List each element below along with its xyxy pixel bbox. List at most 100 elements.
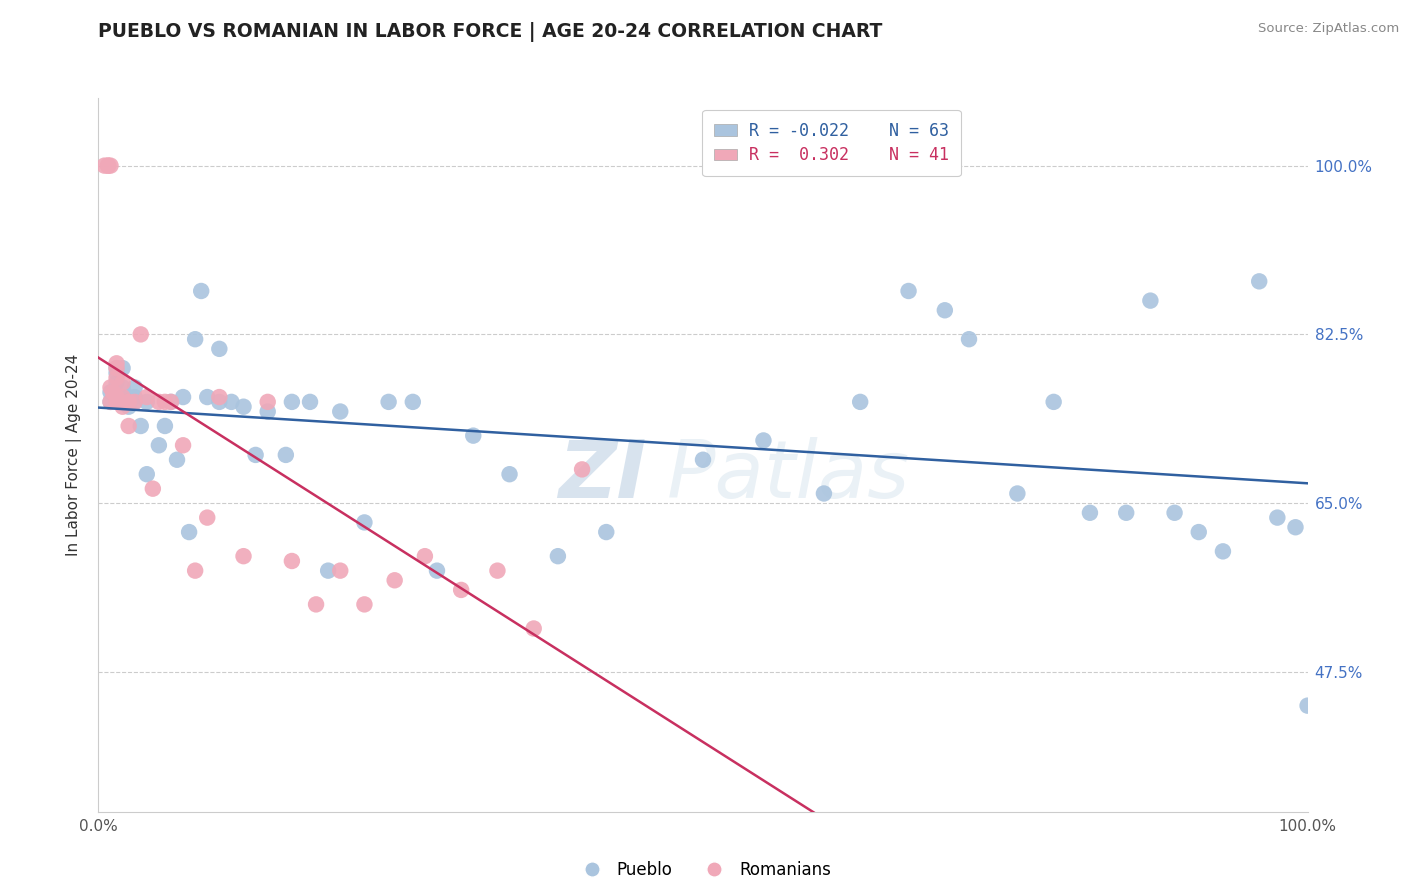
Point [1284,520,1306,534]
Point [813,486,835,500]
Point [232,549,254,564]
Point [413,549,436,564]
Point [353,598,375,612]
Point [1139,293,1161,308]
Point [135,395,157,409]
Point [105,376,128,390]
Point [93,159,115,173]
Point [752,434,775,448]
Point [124,390,146,404]
Point [124,395,146,409]
Point [118,390,141,404]
Point [179,524,201,539]
Point [148,438,170,452]
Point [256,395,278,409]
Point [100,159,122,173]
Point [100,380,122,394]
Point [129,419,152,434]
Point [486,564,509,578]
Point [208,342,231,356]
Legend: Pueblo, Romanians: Pueblo, Romanians [568,855,838,886]
Point [1188,524,1211,539]
Point [105,366,128,380]
Point [100,395,122,409]
Y-axis label: In Labor Force | Age 20-24: In Labor Force | Age 20-24 [66,354,83,556]
Point [498,467,520,482]
Point [111,390,134,404]
Point [849,395,872,409]
Point [118,400,141,414]
Point [148,395,170,409]
Point [232,400,254,414]
Text: ZI: ZI [558,437,647,516]
Point [105,371,128,385]
Point [329,564,352,578]
Point [172,438,194,452]
Point [256,404,278,418]
Point [245,448,267,462]
Point [384,574,406,588]
Point [957,332,980,346]
Point [142,482,165,496]
Text: Patlas: Patlas [666,437,910,516]
Point [105,361,128,376]
Point [1042,395,1064,409]
Point [426,564,449,578]
Point [208,390,231,404]
Point [1212,544,1234,558]
Point [153,395,176,409]
Point [172,390,194,404]
Point [377,395,399,409]
Point [1078,506,1101,520]
Point [108,395,131,409]
Point [281,554,304,568]
Point [129,327,152,342]
Point [184,564,207,578]
Text: Source: ZipAtlas.com: Source: ZipAtlas.com [1258,22,1399,36]
Point [135,390,157,404]
Point [934,303,956,318]
Text: PUEBLO VS ROMANIAN IN LABOR FORCE | AGE 20-24 CORRELATION CHART: PUEBLO VS ROMANIAN IN LABOR FORCE | AGE … [98,22,883,42]
Point [184,332,207,346]
Point [111,380,134,394]
Point [195,510,218,524]
Point [124,395,146,409]
Point [111,376,134,390]
Point [101,385,124,400]
Point [463,428,485,442]
Point [1007,486,1029,500]
Point [111,400,134,414]
Point [274,448,297,462]
Point [118,395,141,409]
Point [402,395,425,409]
Point [1267,510,1289,524]
Point [329,404,352,418]
Point [100,385,122,400]
Point [105,356,128,370]
Point [190,284,212,298]
Point [166,452,188,467]
Point [105,395,128,409]
Point [281,395,304,409]
Point [305,598,328,612]
Point [547,549,569,564]
Point [1249,274,1271,288]
Point [1163,506,1185,520]
Point [1296,698,1319,713]
Point [523,622,546,636]
Point [353,516,375,530]
Point [221,395,243,409]
Point [105,390,128,404]
Point [135,467,157,482]
Point [195,390,218,404]
Point [97,159,120,173]
Point [100,395,122,409]
Point [111,395,134,409]
Point [160,395,183,409]
Point [208,395,231,409]
Point [124,380,146,394]
Point [97,159,120,173]
Point [118,419,141,434]
Point [105,361,128,376]
Point [450,582,472,597]
